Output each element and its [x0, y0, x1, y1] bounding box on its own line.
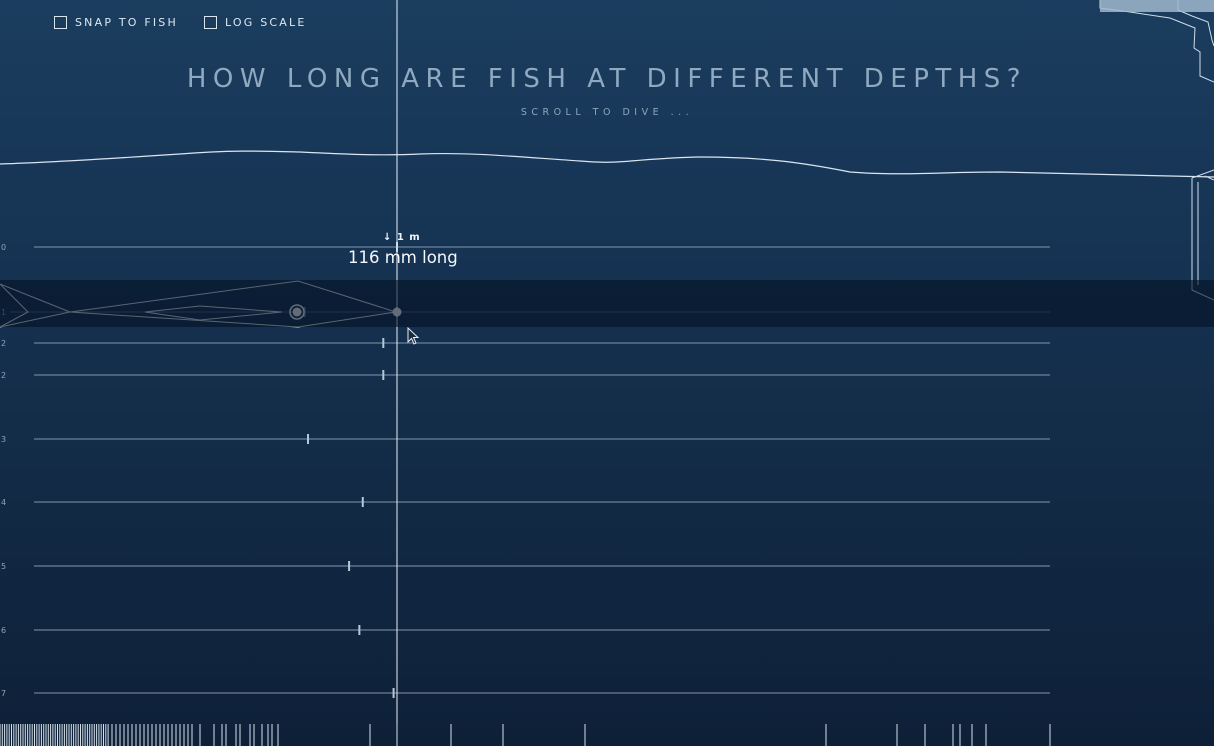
depth-row-label: 0	[1, 243, 6, 252]
log-scale-toggle[interactable]: LOG SCALE	[204, 16, 306, 29]
fish-length-mark[interactable]	[348, 561, 351, 571]
tooltip-depth: ↓ 1 m	[383, 232, 421, 243]
length-rug	[0, 724, 1051, 746]
fish-length-mark[interactable]	[307, 434, 310, 444]
tooltip-length: 116 mm long	[348, 248, 458, 267]
log-scale-checkbox[interactable]	[204, 16, 217, 29]
depth-row-label: 3	[1, 435, 6, 444]
mouse-cursor-icon	[407, 327, 420, 345]
scroll-hint: SCROLL TO DIVE ...	[520, 107, 694, 118]
snap-to-fish-label: SNAP TO FISH	[75, 16, 178, 29]
snap-to-fish-checkbox[interactable]	[54, 16, 67, 29]
fish-length-mark[interactable]	[392, 688, 395, 698]
depth-row-label: 4	[1, 498, 6, 507]
fish-length-mark[interactable]	[358, 625, 361, 635]
seabed-cliff	[1099, 0, 1214, 301]
page-title: HOW LONG ARE FISH AT DIFFERENT DEPTHS?	[186, 64, 1028, 94]
depth-row-label: 6	[1, 626, 6, 635]
snap-to-fish-toggle[interactable]: SNAP TO FISH	[54, 16, 178, 29]
depth-row-label: 7	[1, 689, 6, 698]
sea-surface-line	[0, 150, 1214, 178]
depth-row-label: 2	[1, 339, 6, 348]
fish-length-mark[interactable]	[361, 497, 364, 507]
log-scale-label: LOG SCALE	[225, 16, 307, 29]
fish-length-mark[interactable]	[382, 338, 385, 348]
depth-row-label: 2	[1, 371, 6, 380]
cliff-fill	[1100, 0, 1214, 12]
fish-length-mark[interactable]	[382, 370, 385, 380]
depth-row-label: 5	[1, 562, 6, 571]
selected-depth-band	[0, 280, 1214, 327]
